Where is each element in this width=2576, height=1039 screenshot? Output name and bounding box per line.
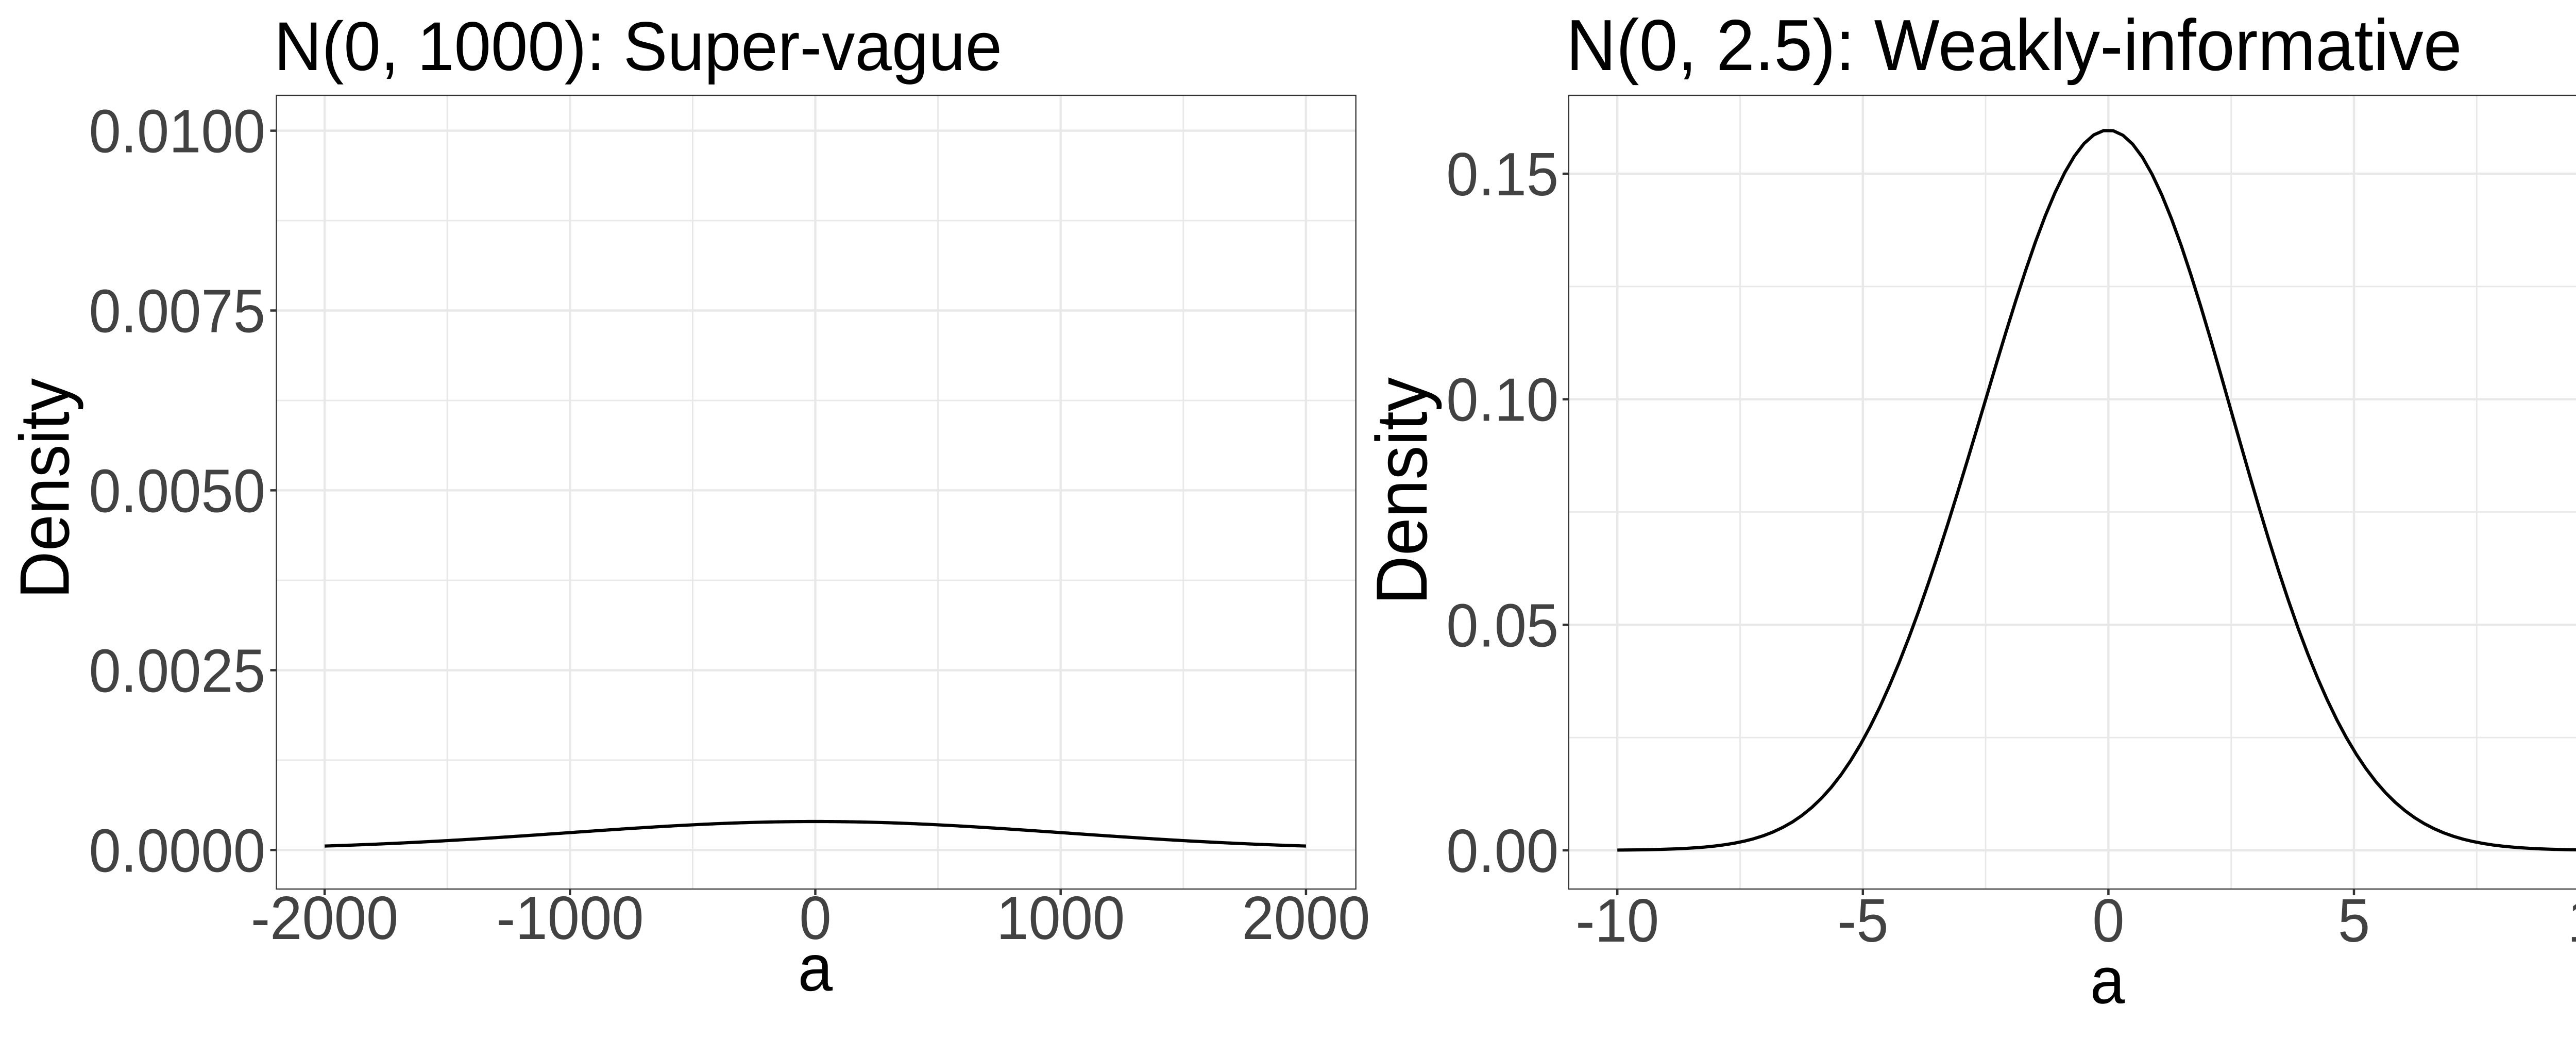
svg-text:N(0, 2.5): Weakly-informative: N(0, 2.5): Weakly-informative — [1566, 5, 2462, 86]
svg-text:-2000: -2000 — [251, 884, 398, 952]
svg-text:Density: Density — [1361, 377, 1442, 605]
svg-text:0.0025: 0.0025 — [89, 637, 265, 705]
svg-text:0: 0 — [2092, 887, 2124, 955]
svg-text:10: 10 — [2567, 887, 2576, 955]
svg-text:5: 5 — [2338, 887, 2370, 955]
svg-text:2000: 2000 — [1242, 884, 1370, 952]
svg-text:-5: -5 — [1837, 887, 1889, 955]
svg-text:1000: 1000 — [996, 884, 1125, 952]
svg-text:0.0050: 0.0050 — [89, 457, 265, 525]
svg-text:0: 0 — [799, 884, 831, 952]
svg-text:a: a — [2090, 944, 2125, 1017]
svg-text:0.0075: 0.0075 — [89, 278, 265, 346]
svg-text:0.10: 0.10 — [1446, 366, 1558, 434]
svg-text:0.05: 0.05 — [1446, 592, 1558, 660]
svg-text:Density: Density — [6, 378, 84, 599]
svg-text:a: a — [798, 931, 833, 1005]
svg-text:N(0, 1000): Super-vague: N(0, 1000): Super-vague — [274, 7, 1002, 85]
svg-text:-10: -10 — [1575, 887, 1659, 955]
svg-text:0.00: 0.00 — [1446, 817, 1558, 885]
svg-text:0.0100: 0.0100 — [89, 98, 265, 166]
svg-text:0.0000: 0.0000 — [89, 817, 265, 885]
svg-text:-1000: -1000 — [496, 884, 643, 952]
svg-text:0.15: 0.15 — [1446, 141, 1558, 209]
